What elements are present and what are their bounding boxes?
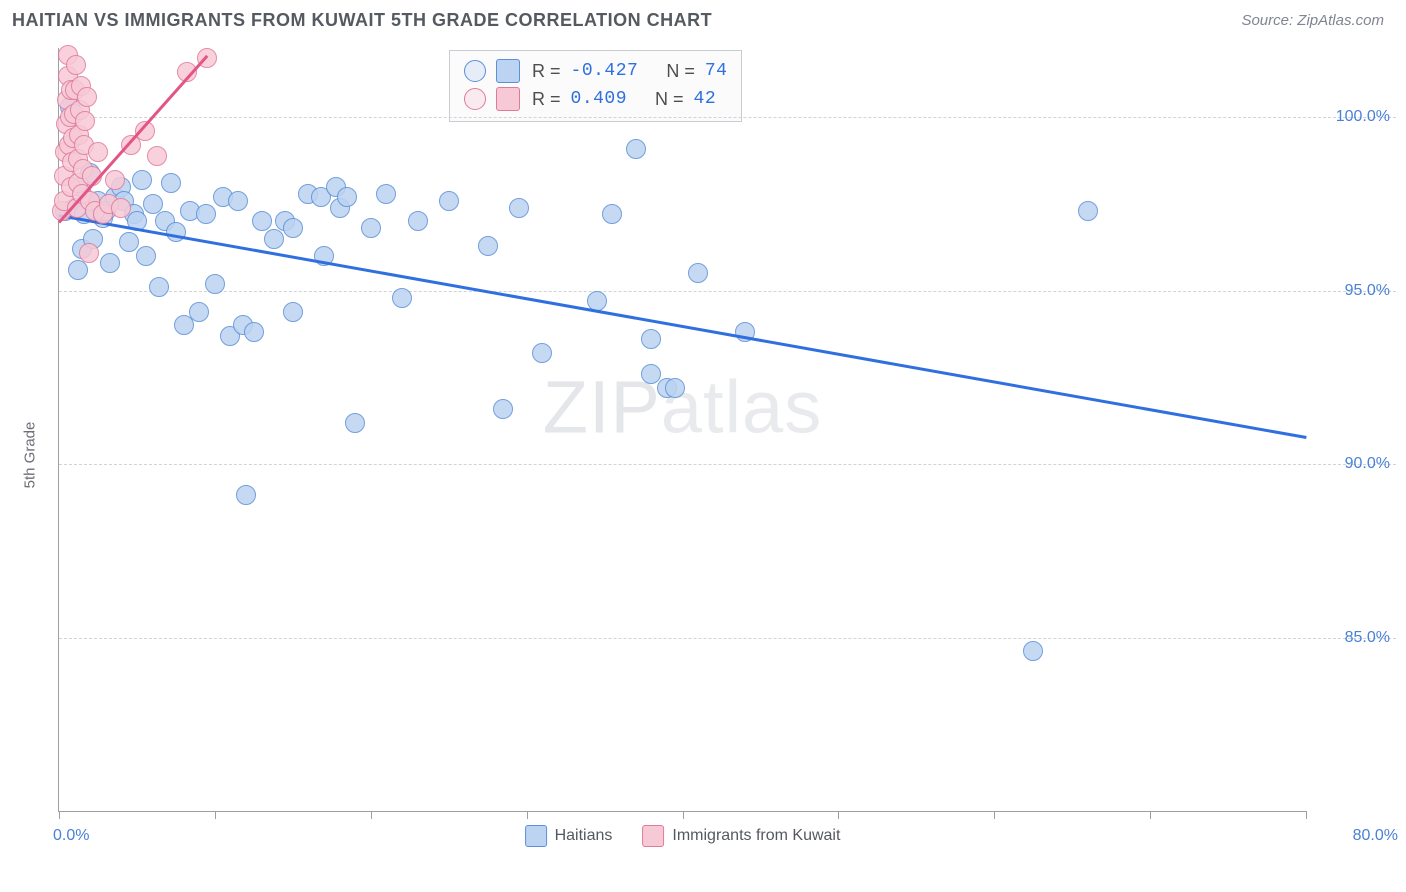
scatter-point <box>252 211 272 231</box>
x-axis-end-label: 80.0% <box>1353 827 1398 845</box>
n-value: 74 <box>705 57 728 85</box>
scatter-point <box>147 146 167 166</box>
y-tick-label: 90.0% <box>1310 455 1390 473</box>
n-label: N = <box>655 85 684 113</box>
scatter-point <box>149 277 169 297</box>
scatter-point <box>665 378 685 398</box>
n-value: 42 <box>694 85 717 113</box>
scatter-point <box>337 187 357 207</box>
scatter-point <box>439 191 459 211</box>
scatter-point <box>66 55 86 75</box>
legend-swatch-icon <box>496 59 520 83</box>
scatter-point <box>493 399 513 419</box>
scatter-point <box>143 194 163 214</box>
watermark: ZIPatlas <box>543 364 822 449</box>
scatter-point <box>77 87 97 107</box>
scatter-point <box>283 302 303 322</box>
scatter-point <box>105 170 125 190</box>
scatter-point <box>68 260 88 280</box>
scatter-point <box>478 236 498 256</box>
scatter-point <box>283 218 303 238</box>
scatter-point <box>161 173 181 193</box>
legend-swatch-icon <box>642 825 664 847</box>
x-tick <box>215 811 216 819</box>
scatter-point <box>688 263 708 283</box>
chart-title: HAITIAN VS IMMIGRANTS FROM KUWAIT 5TH GR… <box>12 10 712 31</box>
scatter-point <box>136 246 156 266</box>
plot-area: ZIPatlas R = -0.427 N = 74R = 0.409 N = 42 0.… <box>58 48 1306 812</box>
stats-legend-row: R = 0.409 N = 42 <box>464 85 727 113</box>
watermark-light: atlas <box>661 365 822 448</box>
scatter-point <box>392 288 412 308</box>
stats-legend-row: R = -0.427 N = 74 <box>464 57 727 85</box>
scatter-point <box>174 315 194 335</box>
x-tick <box>994 811 995 819</box>
scatter-point <box>236 485 256 505</box>
scatter-point <box>626 139 646 159</box>
x-tick <box>1150 811 1151 819</box>
scatter-point <box>345 413 365 433</box>
legend-marker-icon <box>464 60 486 82</box>
legend-item: Haitians <box>525 825 613 847</box>
x-axis-start-label: 0.0% <box>53 827 89 845</box>
r-value: -0.427 <box>571 57 639 85</box>
x-tick <box>838 811 839 819</box>
x-tick <box>59 811 60 819</box>
scatter-point <box>88 142 108 162</box>
gridline-h <box>59 291 1396 292</box>
y-tick-label: 95.0% <box>1310 282 1390 300</box>
gridline-h <box>59 464 1396 465</box>
r-value: 0.409 <box>571 85 628 113</box>
scatter-point <box>641 329 661 349</box>
scatter-point <box>75 111 95 131</box>
legend-swatch-icon <box>496 87 520 111</box>
source-link[interactable]: Source: ZipAtlas.com <box>1241 12 1384 29</box>
scatter-point <box>1078 201 1098 221</box>
scatter-point <box>602 204 622 224</box>
scatter-point <box>132 170 152 190</box>
scatter-point <box>228 191 248 211</box>
y-axis-label: 5th Grade <box>22 422 39 489</box>
scatter-point <box>244 322 264 342</box>
scatter-point <box>119 232 139 252</box>
scatter-point <box>196 204 216 224</box>
legend-swatch-icon <box>525 825 547 847</box>
legend-label: Immigrants from Kuwait <box>672 827 840 845</box>
scatter-point <box>509 198 529 218</box>
scatter-point <box>79 243 99 263</box>
scatter-point <box>532 343 552 363</box>
chart-container: 5th Grade ZIPatlas R =-0.427N =74R = 0.4… <box>12 48 1396 862</box>
scatter-point <box>100 253 120 273</box>
legend-marker-icon <box>464 88 486 110</box>
gridline-h <box>59 117 1396 118</box>
scatter-point <box>376 184 396 204</box>
scatter-point <box>111 198 131 218</box>
scatter-point <box>408 211 428 231</box>
scatter-point <box>1023 641 1043 661</box>
y-tick-label: 85.0% <box>1310 629 1390 647</box>
x-tick <box>1306 811 1307 819</box>
x-tick <box>683 811 684 819</box>
r-label: R = <box>532 85 561 113</box>
stats-legend: R =-0.427N =74R = 0.409N =42 <box>449 50 742 122</box>
scatter-point <box>189 302 209 322</box>
y-tick-label: 100.0% <box>1310 108 1390 126</box>
scatter-point <box>205 274 225 294</box>
scatter-point <box>264 229 284 249</box>
legend-item: Immigrants from Kuwait <box>642 825 840 847</box>
legend-label: Haitians <box>555 827 613 845</box>
r-label: R = <box>532 57 561 85</box>
gridline-h <box>59 638 1396 639</box>
x-tick <box>527 811 528 819</box>
scatter-point <box>361 218 381 238</box>
series-legend: Haitians Immigrants from Kuwait <box>525 825 841 847</box>
x-tick <box>371 811 372 819</box>
n-label: N = <box>666 57 695 85</box>
